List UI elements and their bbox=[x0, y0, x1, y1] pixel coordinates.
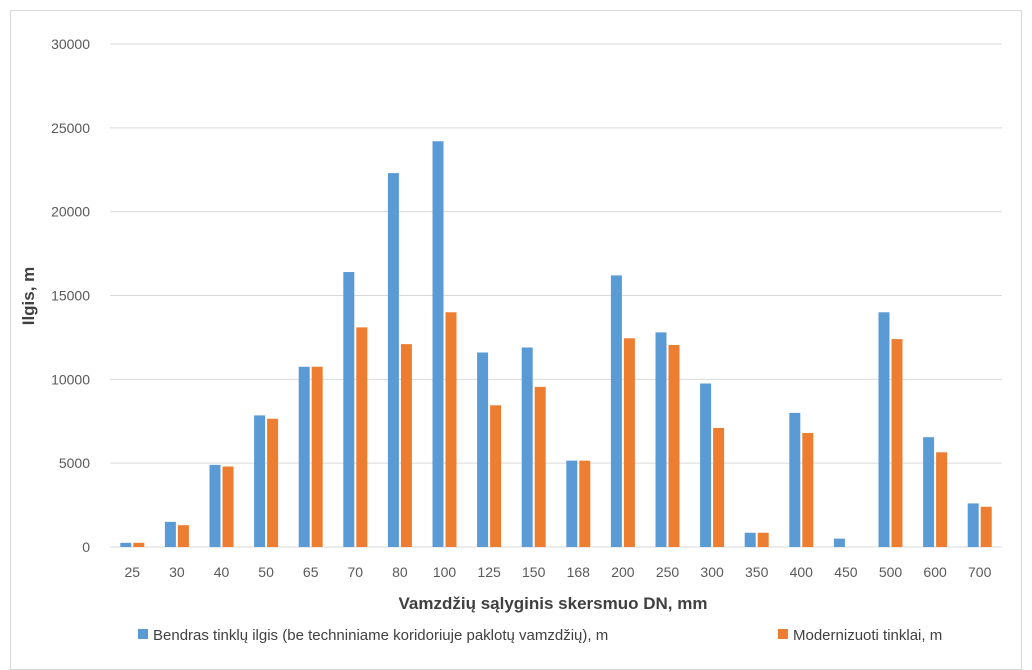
legend: Bendras tinklų ilgis (be techniniame kor… bbox=[138, 627, 942, 644]
x-tick-label: 700 bbox=[968, 564, 992, 580]
bar-series-1-125 bbox=[477, 352, 489, 547]
bar-chart: 0 5000 10000 15000 20000 25000 30000 25 30 40 50 6… bbox=[19, 36, 1002, 644]
y-axis-ticks: 0 5000 10000 15000 20000 25000 30000 bbox=[51, 36, 90, 555]
bar-series-1-80 bbox=[387, 173, 399, 547]
y-tick-label: 30000 bbox=[51, 36, 90, 52]
x-tick-label: 450 bbox=[834, 564, 858, 580]
bar-series-2-350 bbox=[757, 532, 769, 547]
bar-series-2-700 bbox=[980, 506, 992, 547]
bar-series-1-70 bbox=[343, 272, 355, 547]
bar-series-2-100 bbox=[445, 312, 457, 547]
bar-series-1-450 bbox=[833, 538, 845, 547]
bar-series-1-25 bbox=[120, 542, 132, 547]
x-tick-label: 200 bbox=[611, 564, 635, 580]
bar-series-1-400 bbox=[789, 412, 801, 547]
x-tick-label: 65 bbox=[303, 564, 319, 580]
bar-series-2-70 bbox=[356, 327, 368, 547]
x-tick-label: 70 bbox=[348, 564, 364, 580]
bar-series-2-300 bbox=[713, 427, 725, 547]
bar-series-1-50 bbox=[254, 415, 266, 547]
bar-series-2-500 bbox=[891, 339, 903, 547]
y-tick-label: 15000 bbox=[51, 288, 90, 304]
y-axis-title: Ilgis, m bbox=[19, 267, 38, 326]
x-tick-label: 250 bbox=[656, 564, 680, 580]
x-tick-label: 25 bbox=[125, 564, 141, 580]
x-tick-label: 400 bbox=[790, 564, 814, 580]
legend-swatch-series-2 bbox=[778, 629, 788, 639]
x-tick-label: 125 bbox=[477, 564, 501, 580]
bar-series-2-125 bbox=[490, 405, 502, 547]
bar-series-1-100 bbox=[432, 141, 444, 547]
bar-series-1-700 bbox=[967, 503, 979, 547]
x-tick-label: 500 bbox=[879, 564, 903, 580]
bar-series-2-200 bbox=[623, 338, 635, 547]
x-tick-label: 50 bbox=[258, 564, 274, 580]
bar-series-2-65 bbox=[311, 366, 323, 547]
bar-series-1-300 bbox=[700, 383, 712, 547]
x-tick-label: 100 bbox=[433, 564, 457, 580]
bar-series-2-600 bbox=[936, 452, 948, 547]
x-tick-label: 150 bbox=[522, 564, 546, 580]
y-tick-label: 20000 bbox=[51, 204, 90, 220]
legend-label-series-2: Modernizuoti tinklai, m bbox=[793, 627, 942, 644]
bar-series-1-500 bbox=[878, 312, 890, 547]
y-tick-label: 10000 bbox=[51, 371, 90, 387]
bar-series-1-350 bbox=[744, 532, 756, 547]
bar-series-2-168 bbox=[579, 460, 591, 547]
x-tick-label: 600 bbox=[923, 564, 947, 580]
chart-container: 0 5000 10000 15000 20000 25000 30000 25 30 40 50 6… bbox=[10, 10, 1022, 670]
bar-series-1-200 bbox=[610, 275, 622, 547]
bar-series-2-30 bbox=[177, 525, 189, 547]
x-tick-label: 40 bbox=[214, 564, 230, 580]
bar-series-2-50 bbox=[267, 418, 279, 547]
bar-series-1-40 bbox=[209, 464, 221, 547]
y-tick-label: 5000 bbox=[59, 455, 90, 471]
x-tick-label: 300 bbox=[700, 564, 724, 580]
y-tick-label: 25000 bbox=[51, 120, 90, 136]
x-axis-ticks: 25 30 40 50 65 70 80 100 125 150 168 200 250 300 350 40… bbox=[125, 564, 992, 580]
bar-series-2-150 bbox=[534, 386, 546, 547]
bar-series-2-250 bbox=[668, 344, 680, 547]
bar-series-1-150 bbox=[521, 347, 533, 547]
legend-swatch-series-1 bbox=[138, 629, 148, 639]
bar-series-2-80 bbox=[400, 344, 412, 547]
bar-series-2-25 bbox=[133, 542, 145, 547]
bar-series-1-600 bbox=[923, 437, 935, 547]
x-axis-title: Vamzdžių sąlyginis skersmuo DN, mm bbox=[399, 594, 708, 613]
x-tick-label: 80 bbox=[392, 564, 408, 580]
bar-series-1-65 bbox=[298, 366, 310, 547]
x-tick-label: 350 bbox=[745, 564, 769, 580]
y-tick-label: 0 bbox=[82, 539, 90, 555]
bar-series-1-168 bbox=[566, 460, 578, 547]
x-tick-label: 30 bbox=[169, 564, 185, 580]
gridlines bbox=[110, 43, 1002, 548]
bars bbox=[120, 141, 992, 547]
legend-label-series-1: Bendras tinklų ilgis (be techniniame kor… bbox=[153, 627, 608, 644]
bar-series-2-400 bbox=[802, 432, 814, 547]
bar-series-1-30 bbox=[164, 521, 176, 547]
bar-series-1-250 bbox=[655, 332, 667, 547]
x-tick-label: 168 bbox=[567, 564, 591, 580]
bar-series-2-40 bbox=[222, 466, 234, 547]
